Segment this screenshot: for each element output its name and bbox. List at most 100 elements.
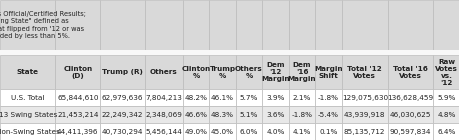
Bar (145, 106, 182, 123)
Text: Total '12
Votes: Total '12 Votes (347, 66, 381, 79)
Bar (432, 0, 459, 50)
Bar (182, 89, 209, 106)
Text: 46.1%: 46.1% (211, 95, 234, 101)
Bar (182, 123, 209, 140)
Bar (387, 123, 432, 140)
Bar (0, 106, 56, 123)
Bar (288, 0, 314, 50)
Bar (235, 0, 262, 50)
Text: Total '16
Votes: Total '16 Votes (392, 66, 427, 79)
Text: 5.1%: 5.1% (239, 112, 257, 118)
Bar (387, 89, 432, 106)
Bar (314, 123, 341, 140)
Bar (314, 55, 341, 89)
Text: Others
%: Others % (235, 66, 262, 79)
Text: 2.1%: 2.1% (292, 95, 311, 101)
Text: 45.0%: 45.0% (211, 129, 234, 135)
Bar (314, 0, 341, 50)
Bar (432, 89, 459, 106)
Bar (262, 89, 288, 106)
Text: -5.4%: -5.4% (317, 112, 338, 118)
Text: 21,453,214: 21,453,214 (57, 112, 98, 118)
Text: 3.6%: 3.6% (266, 112, 284, 118)
Bar (0, 50, 459, 55)
Bar (387, 0, 432, 50)
Bar (235, 55, 262, 89)
Text: 40,730,294: 40,730,294 (101, 129, 143, 135)
Text: -1.8%: -1.8% (291, 112, 312, 118)
Text: Trump (R): Trump (R) (102, 69, 142, 75)
Text: 5,456,144: 5,456,144 (145, 129, 182, 135)
Text: 2,348,069: 2,348,069 (145, 112, 182, 118)
Text: State: State (17, 69, 39, 75)
Text: 90,597,834: 90,597,834 (389, 129, 431, 135)
Text: Clinton
(D): Clinton (D) (63, 66, 92, 79)
Bar (341, 106, 387, 123)
Text: 3.9%: 3.9% (266, 95, 284, 101)
Bar (262, 123, 288, 140)
Text: 43,939,918: 43,939,918 (343, 112, 385, 118)
Bar (100, 55, 145, 89)
Text: Dem
'16
Margin: Dem '16 Margin (287, 62, 316, 82)
Text: 5.9%: 5.9% (437, 95, 455, 101)
Bar (341, 55, 387, 89)
Text: Raw
Votes
vs.
'12: Raw Votes vs. '12 (434, 59, 457, 86)
Bar (262, 0, 288, 50)
Bar (341, 123, 387, 140)
Bar (341, 89, 387, 106)
Bar (387, 55, 432, 89)
Bar (145, 55, 182, 89)
Bar (56, 123, 100, 140)
Bar (0, 123, 56, 140)
Text: *Denotes Official/Certified Results;
"Swing State" defined as
state that flipped: *Denotes Official/Certified Results; "Sw… (0, 11, 85, 39)
Text: Clinton
%: Clinton % (181, 66, 210, 79)
Text: 6.4%: 6.4% (437, 129, 455, 135)
Bar (0, 55, 56, 89)
Bar (100, 89, 145, 106)
Bar (56, 55, 100, 89)
Bar (288, 123, 314, 140)
Text: Trump
%: Trump % (209, 66, 235, 79)
Bar (432, 55, 459, 89)
Bar (235, 123, 262, 140)
Text: Dem
'12
Margin: Dem '12 Margin (261, 62, 289, 82)
Bar (145, 89, 182, 106)
Bar (432, 106, 459, 123)
Text: 44,411,396: 44,411,396 (57, 129, 98, 135)
Bar (100, 123, 145, 140)
Bar (100, 0, 145, 50)
Bar (341, 0, 387, 50)
Text: 62,979,636: 62,979,636 (101, 95, 143, 101)
Text: U.S. Total: U.S. Total (11, 95, 45, 101)
Bar (209, 123, 235, 140)
Bar (182, 55, 209, 89)
Bar (288, 106, 314, 123)
Bar (314, 89, 341, 106)
Text: Margin
Shift: Margin Shift (313, 66, 342, 79)
Text: 46,030,625: 46,030,625 (389, 112, 431, 118)
Text: Others: Others (150, 69, 177, 75)
Text: 4.1%: 4.1% (292, 129, 311, 135)
Bar (288, 55, 314, 89)
Text: 4.8%: 4.8% (437, 112, 455, 118)
Bar (262, 106, 288, 123)
Text: 85,135,712: 85,135,712 (343, 129, 385, 135)
Text: 49.0%: 49.0% (184, 129, 207, 135)
Text: 0.1%: 0.1% (319, 129, 337, 135)
Text: 46.6%: 46.6% (184, 112, 207, 118)
Text: 22,249,342: 22,249,342 (101, 112, 143, 118)
Bar (288, 89, 314, 106)
Text: 7,804,213: 7,804,213 (145, 95, 182, 101)
Text: 5.7%: 5.7% (239, 95, 257, 101)
Text: 65,844,610: 65,844,610 (57, 95, 98, 101)
Bar (432, 123, 459, 140)
Bar (0, 89, 56, 106)
Bar (145, 0, 182, 50)
Bar (100, 106, 145, 123)
Bar (209, 106, 235, 123)
Text: -1.8%: -1.8% (317, 95, 338, 101)
Text: 129,075,630: 129,075,630 (341, 95, 387, 101)
Text: 136,628,459: 136,628,459 (386, 95, 433, 101)
Bar (235, 89, 262, 106)
Bar (0, 0, 56, 50)
